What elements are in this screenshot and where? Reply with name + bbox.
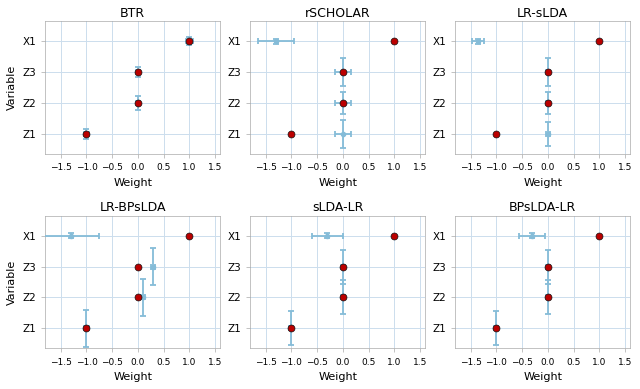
Title: BTR: BTR <box>120 7 145 20</box>
X-axis label: Weight: Weight <box>318 177 357 187</box>
X-axis label: Weight: Weight <box>523 177 562 187</box>
X-axis label: Weight: Weight <box>113 372 152 382</box>
Title: LR-sLDA: LR-sLDA <box>517 7 568 20</box>
Title: sLDA-LR: sLDA-LR <box>312 202 364 214</box>
X-axis label: Weight: Weight <box>523 372 562 382</box>
X-axis label: Weight: Weight <box>318 372 357 382</box>
Title: BPsLDA-LR: BPsLDA-LR <box>509 202 576 214</box>
Title: LR-BPsLDA: LR-BPsLDA <box>100 202 166 214</box>
Title: rSCHOLAR: rSCHOLAR <box>305 7 371 20</box>
X-axis label: Weight: Weight <box>113 177 152 187</box>
Y-axis label: Variable: Variable <box>7 259 17 305</box>
Y-axis label: Variable: Variable <box>7 65 17 110</box>
